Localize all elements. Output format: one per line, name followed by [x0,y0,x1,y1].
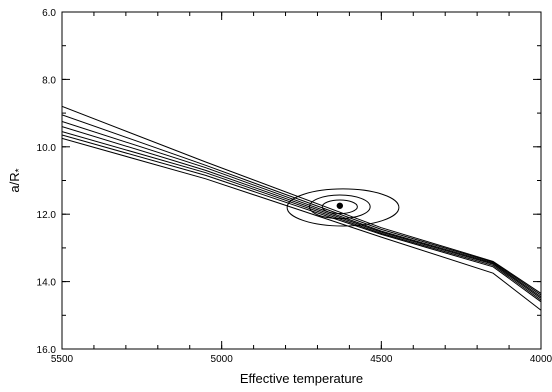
confidence-contour-3 [286,188,400,227]
confidence-contour-2 [308,194,371,220]
series-line-4 [62,126,541,299]
series-line-3 [62,121,541,298]
y-axis-label-main: a/R [7,172,22,192]
y-tick-label: 16.0 [37,345,57,356]
x-tick-label: 5000 [211,354,234,365]
confidence-contour-1 [321,199,358,215]
y-tick-label: 10.0 [37,143,57,154]
y-axis-label-subscript: * [14,168,25,172]
series-line-6 [62,134,541,303]
best-fit-point [336,202,344,209]
series-line-7 [62,137,541,311]
marker-layer [286,188,400,227]
x-axis-label: Effective temperature [240,371,363,386]
data-layer [62,105,541,311]
y-tick-label: 12.0 [37,210,57,221]
x-tick-label: 4000 [530,354,552,365]
x-tick-label: 4500 [370,354,393,365]
ticks-layer: 5500 5000 4500 4000 6.0 8.0 10.0 12.0 14.0 16.0 [37,8,552,365]
y-tick-label: 6.0 [42,8,56,19]
series-line-2 [62,114,541,296]
x-tick-label: 5500 [51,354,74,365]
series-line-5 [62,131,541,301]
y-axis-label: a/R* [7,168,25,192]
plot-frame [61,11,542,350]
y-tick-label: 14.0 [37,278,57,289]
y-axis-label-group: a/R* [7,168,25,192]
series-line-1 [62,105,541,294]
y-tick-label: 8.0 [42,75,56,86]
